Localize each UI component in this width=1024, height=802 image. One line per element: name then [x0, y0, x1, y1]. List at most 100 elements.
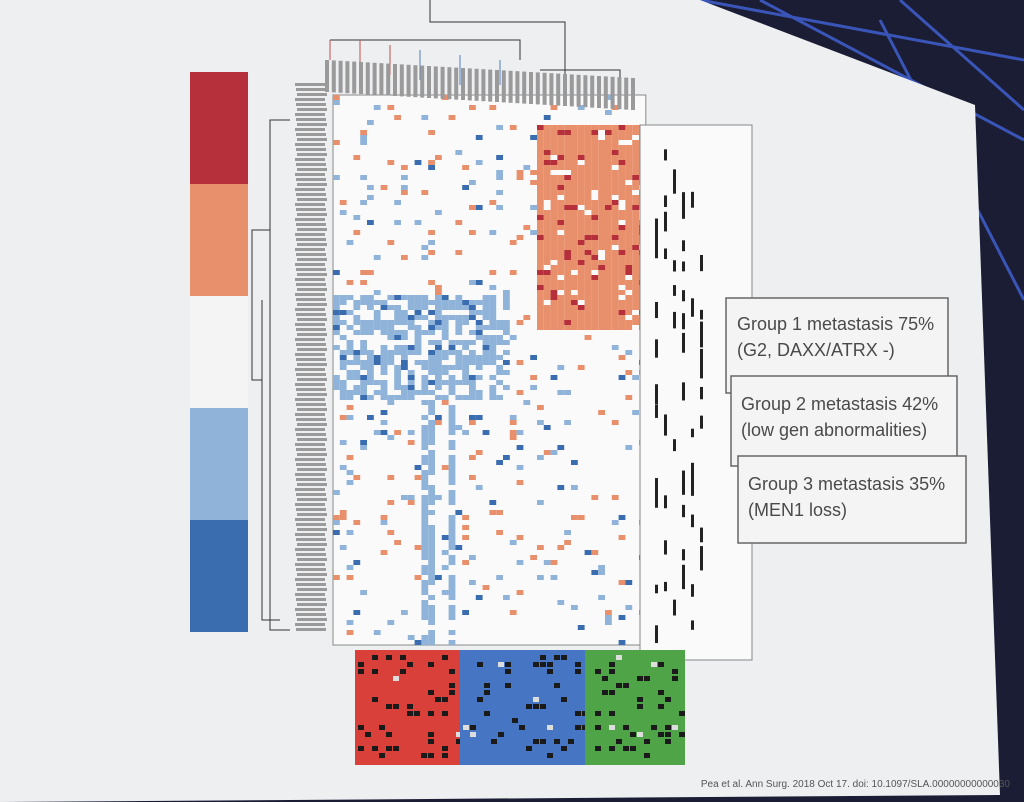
heatmap-cell — [435, 345, 442, 350]
cluster-cell — [449, 669, 455, 674]
heatmap-cell — [598, 145, 605, 150]
heatmap-cell — [339, 200, 347, 205]
heatmap-cell — [489, 270, 497, 275]
heatmap-cell — [584, 260, 592, 265]
heatmap-cell — [632, 250, 639, 255]
row-label — [295, 623, 325, 626]
heatmap-cell — [407, 305, 415, 310]
heatmap-cell — [435, 415, 442, 420]
heatmap-cell — [537, 270, 544, 275]
heatmap-cell — [462, 610, 469, 615]
heatmap-cell — [564, 275, 571, 280]
heatmap-cell — [618, 355, 626, 360]
col-dendrogram-blue — [419, 50, 501, 85]
heatmap-cell — [611, 495, 619, 500]
heatmap-cell — [605, 95, 612, 100]
heatmap-cell — [591, 140, 599, 145]
heatmap-cell — [543, 205, 551, 210]
heatmap-cell — [407, 440, 415, 445]
heatmap-cell — [632, 310, 639, 315]
heatmap-cell — [584, 165, 592, 170]
heatmap-cell — [605, 250, 612, 255]
heatmap-cell — [414, 575, 422, 580]
heatmap-cell — [550, 215, 558, 220]
heatmap-cell — [428, 555, 435, 560]
heatmap-cell — [537, 325, 544, 330]
row-label — [297, 243, 327, 246]
row-label — [295, 173, 325, 176]
heatmap-cell — [339, 385, 347, 390]
col-label — [345, 61, 350, 94]
heatmap-cell — [557, 130, 565, 135]
heatmap-cell — [333, 385, 340, 390]
heatmap-cell — [591, 190, 599, 195]
heatmap-cell — [462, 395, 469, 400]
heatmap-cell — [557, 320, 565, 325]
heatmap-cell — [489, 315, 497, 320]
heatmap-cell — [632, 270, 639, 275]
heatmap-cell — [605, 210, 612, 215]
side-mark — [664, 149, 667, 161]
row-label — [297, 603, 327, 606]
heatmap-cell — [455, 340, 463, 345]
heatmap-cell — [428, 575, 435, 580]
heatmap-cell — [577, 245, 585, 250]
heatmap-cell — [339, 335, 347, 340]
heatmap-cell — [611, 290, 619, 295]
heatmap-cell — [557, 230, 565, 235]
heatmap-cell — [564, 310, 571, 315]
heatmap-cell — [591, 325, 599, 330]
heatmap-cell — [421, 525, 429, 530]
heatmap-cell — [598, 180, 605, 185]
heatmap-cell — [475, 310, 483, 315]
heatmap-cell — [605, 230, 612, 235]
heatmap-cell — [448, 480, 456, 485]
heatmap-cell — [611, 105, 619, 110]
heatmap-cell — [503, 350, 510, 355]
heatmap-cell — [455, 365, 463, 370]
heatmap-cell — [618, 205, 626, 210]
heatmap-cell — [543, 295, 551, 300]
heatmap-cell — [598, 260, 605, 265]
stage-truss — [699, 0, 1024, 301]
heatmap-cell — [605, 170, 612, 175]
heatmap-cell — [428, 465, 435, 470]
heatmap-cell — [394, 385, 401, 390]
heatmap-cell — [577, 260, 585, 265]
heatmap-cell — [571, 130, 578, 135]
heatmap-cell — [394, 365, 401, 370]
heatmap-cell — [564, 295, 571, 300]
heatmap-cell — [571, 290, 578, 295]
heatmap-cell — [475, 360, 483, 365]
heatmap-cell — [360, 445, 367, 450]
heatmap-cell — [441, 305, 449, 310]
heatmap-cell — [428, 405, 435, 410]
heatmap-cell — [401, 385, 408, 390]
heatmap-cell — [605, 310, 612, 315]
heatmap-cell — [550, 285, 558, 290]
heatmap-cell — [605, 165, 612, 170]
heatmap-cell — [537, 190, 544, 195]
heatmap-cell — [611, 270, 619, 275]
heatmap-cell — [469, 385, 476, 390]
cluster-cell — [616, 655, 622, 660]
col-label — [522, 71, 527, 104]
heatmap-cell — [605, 155, 612, 160]
heatmap-cell — [584, 230, 592, 235]
heatmap-cell — [428, 565, 435, 570]
heatmap-cell — [448, 410, 456, 415]
heatmap-cell — [346, 620, 354, 625]
row-label — [296, 88, 326, 91]
heatmap-cell — [421, 640, 429, 645]
row-label — [296, 553, 326, 556]
heatmap-cell — [605, 175, 612, 180]
heatmap-cell — [611, 225, 619, 230]
heatmap-cell — [407, 370, 415, 375]
heatmap-cell — [550, 320, 558, 325]
heatmap-cell — [537, 455, 544, 460]
side-mark — [682, 195, 685, 205]
heatmap-cell — [489, 510, 497, 515]
heatmap-cell — [598, 230, 605, 235]
row-label — [297, 138, 327, 141]
col-label — [515, 71, 520, 104]
